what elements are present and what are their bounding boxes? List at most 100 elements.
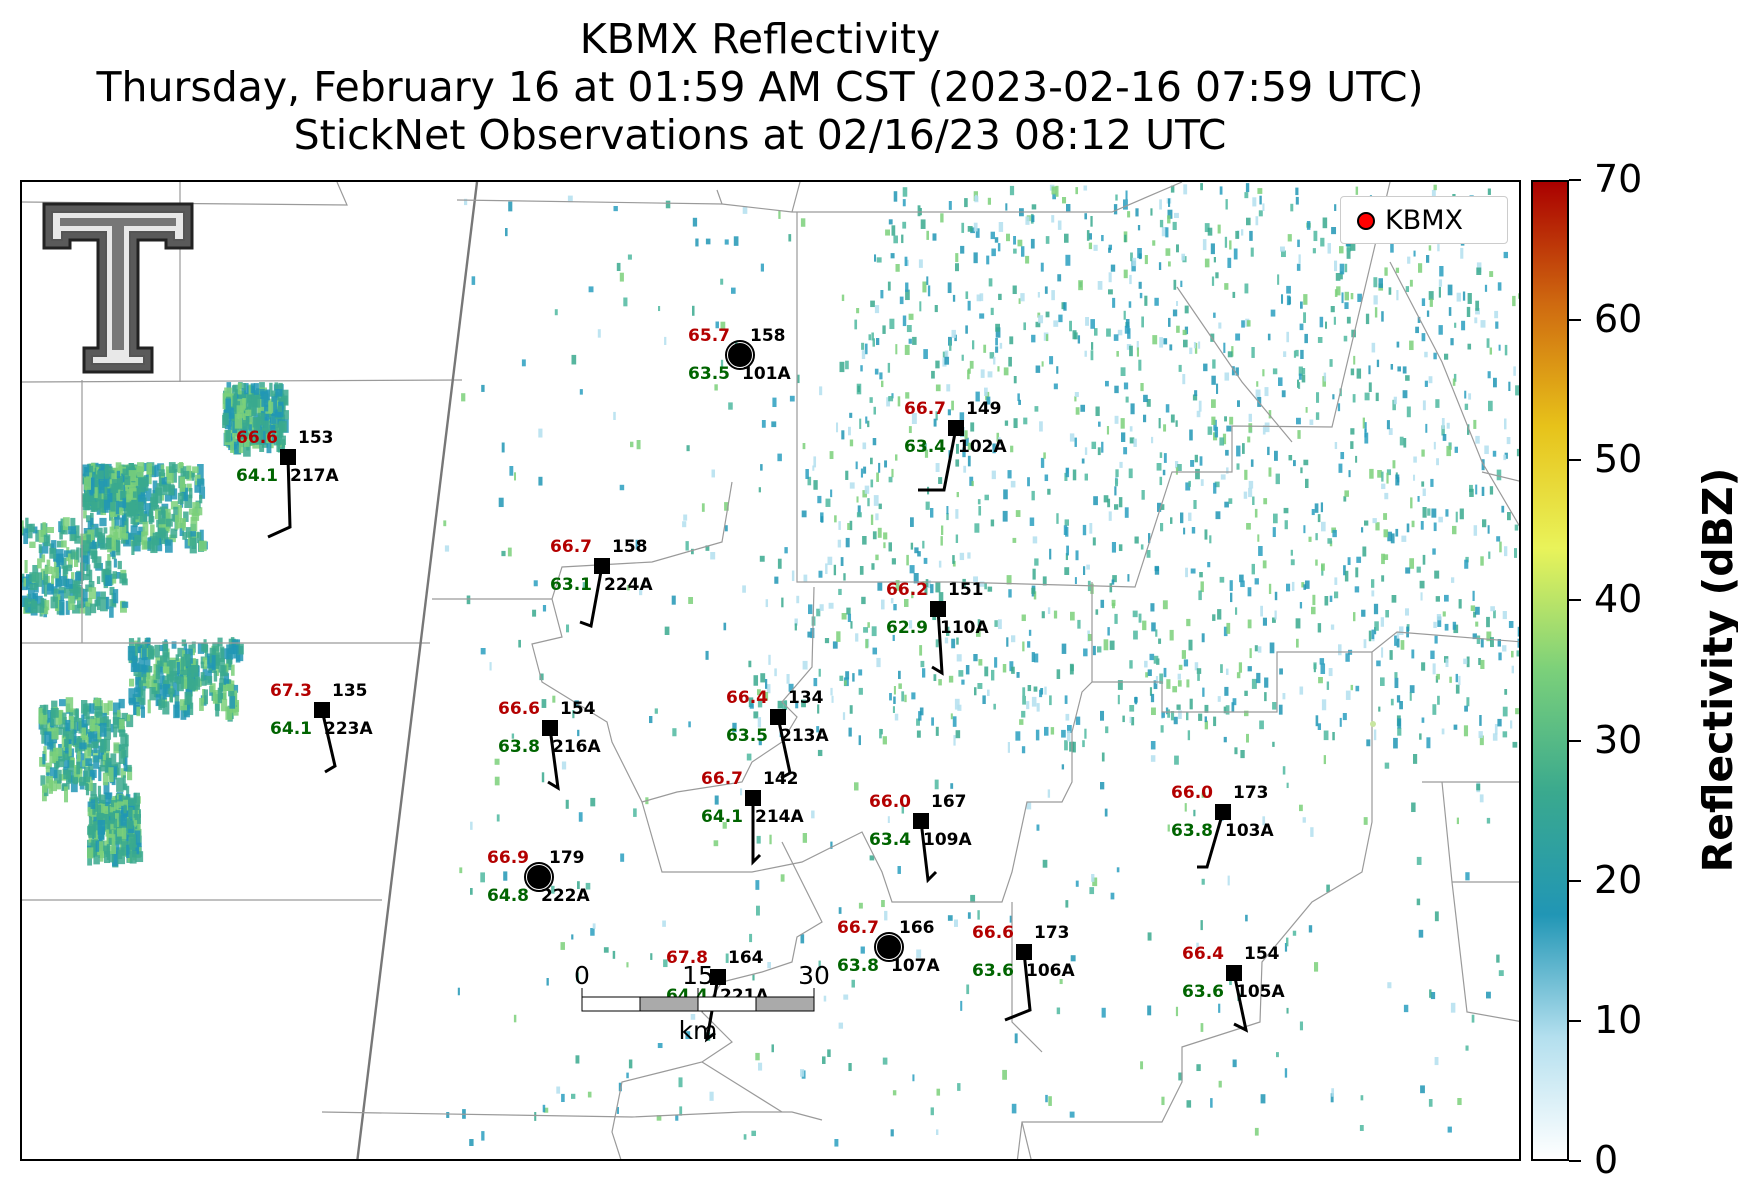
station-marker [913, 813, 929, 829]
station-value: 135 [332, 681, 368, 701]
station-value: 149 [966, 399, 1002, 419]
station-dewpoint: 63.4 [904, 437, 946, 457]
station-marker [770, 709, 786, 725]
station-id: 222A [541, 886, 590, 906]
colorbar-tick-label: 70 [1594, 157, 1643, 201]
station-106A[interactable]: 66.6 173 63.6 106A [972, 923, 1075, 1022]
station-dewpoint: 63.5 [688, 364, 730, 384]
wind-barb [267, 456, 292, 539]
station-marker [745, 790, 761, 806]
colorbar-tick [1569, 739, 1581, 742]
station-dewpoint: 63.4 [869, 830, 911, 850]
station-temperature: 66.6 [972, 923, 1014, 943]
station-marker [930, 601, 946, 617]
station-id: 223A [324, 719, 373, 739]
station-102A[interactable]: 66.7 149 63.4 102A [904, 399, 1007, 492]
station-dewpoint: 63.6 [1182, 982, 1224, 1002]
station-temperature: 66.0 [1171, 783, 1213, 803]
station-dewpoint: 63.1 [550, 575, 592, 595]
station-214A[interactable]: 66.7 142 64.1 214A [701, 769, 804, 866]
wind-barb [547, 727, 560, 791]
scale-label-30: 30 [798, 961, 830, 990]
calm-wind-ring [874, 932, 904, 962]
station-value: 166 [899, 918, 935, 938]
station-213A[interactable]: 66.4 134 63.5 213A [726, 688, 829, 780]
station-222A[interactable]: 66.9 179 64.8 222A [487, 848, 590, 906]
station-dewpoint: 64.1 [701, 807, 743, 827]
colorbar-tick [1569, 319, 1581, 322]
wind-barb [751, 798, 762, 866]
station-temperature: 66.7 [904, 399, 946, 419]
station-107A[interactable]: 66.7 166 63.8 107A [837, 918, 940, 976]
wind-barb [776, 716, 792, 780]
station-105A[interactable]: 66.4 154 63.6 105A [1182, 944, 1285, 1033]
colorbar-tick-label: 0 [1594, 1138, 1619, 1182]
station-temperature: 65.7 [688, 326, 730, 346]
station-marker [314, 702, 330, 718]
wind-barb [320, 709, 337, 774]
chart-subtitle-obs: StickNet Observations at 02/16/23 08:12 … [293, 111, 1227, 159]
station-110A[interactable]: 66.2 151 62.9 110A [886, 580, 989, 676]
kbmx-site-marker [1370, 721, 1376, 727]
colorbar-tick [1569, 599, 1581, 602]
colorbar-tick [1569, 1160, 1581, 1162]
colorbar-tick [1569, 879, 1581, 882]
calm-wind-marker [877, 935, 901, 959]
colorbar-tick-label: 20 [1594, 857, 1643, 902]
colorbar-tick-label: 50 [1594, 437, 1643, 482]
station-value: 154 [1244, 944, 1280, 964]
station-value: 179 [549, 848, 585, 868]
station-marker [1226, 965, 1242, 981]
station-109A[interactable]: 66.0 167 63.4 109A [869, 792, 972, 884]
station-id: 213A [780, 726, 829, 746]
station-marker [542, 720, 558, 736]
station-value: 158 [612, 537, 648, 557]
colorbar-tick [1569, 1019, 1581, 1022]
chart-subtitle-time: Thursday, February 16 at 01:59 AM CST (2… [96, 63, 1424, 111]
station-id: 102A [958, 437, 1007, 457]
wind-barb [1197, 811, 1225, 869]
station-224A[interactable]: 66.7 158 63.1 224A [550, 537, 653, 629]
station-temperature: 66.6 [498, 699, 540, 719]
station-dewpoint: 62.9 [886, 618, 928, 638]
station-value: 158 [750, 326, 786, 346]
radar-map[interactable]: 66.6 153 64.1 217A 65.7 158 63.5 101A 66.7 149 63.… [20, 180, 1521, 1161]
station-id: 214A [755, 807, 804, 827]
colorbar-label: Reflectivity (dBZ) [1694, 467, 1738, 873]
legend-label: KBMX [1385, 205, 1464, 236]
station-marker [948, 420, 964, 436]
wind-barb [1004, 951, 1032, 1022]
station-temperature: 66.2 [886, 580, 928, 600]
station-temperature: 67.8 [666, 948, 708, 968]
station-dewpoint: 63.8 [837, 956, 879, 976]
colorbar-tick-label: 40 [1594, 577, 1643, 622]
wind-barb [579, 565, 604, 629]
station-value: 153 [298, 428, 334, 448]
station-temperature: 66.7 [701, 769, 743, 789]
calm-wind-marker [728, 343, 752, 367]
station-217A[interactable]: 66.6 153 64.1 217A [236, 428, 339, 539]
station-216A[interactable]: 66.6 154 63.8 216A [498, 699, 601, 791]
station-101A[interactable]: 65.7 158 63.5 101A [688, 326, 791, 384]
station-temperature: 66.9 [487, 848, 529, 868]
station-marker [280, 449, 296, 465]
map-canvas: 66.6 153 64.1 217A 65.7 158 63.5 101A 66.7 149 63.… [22, 182, 1519, 1159]
station-id: 101A [742, 364, 791, 384]
station-value: 173 [1034, 923, 1070, 943]
wind-barb [919, 820, 938, 884]
station-marker [1016, 944, 1032, 960]
station-103A[interactable]: 66.0 173 63.8 103A [1171, 783, 1274, 869]
station-id: 217A [290, 466, 339, 486]
calm-wind-ring [524, 862, 554, 892]
station-dewpoint: 64.8 [487, 886, 529, 906]
station-223A[interactable]: 67.3 135 64.1 223A [270, 681, 373, 774]
station-value: 154 [560, 699, 596, 719]
station-temperature: 66.7 [550, 537, 592, 557]
station-value: 142 [763, 769, 799, 789]
scale-label-15: 15 [682, 961, 714, 990]
station-id: 110A [940, 618, 989, 638]
station-id: 103A [1225, 821, 1274, 841]
station-dewpoint: 63.8 [1171, 821, 1213, 841]
colorbar-tick-label: 60 [1594, 297, 1643, 342]
kbmx-marker-icon [1357, 212, 1375, 230]
